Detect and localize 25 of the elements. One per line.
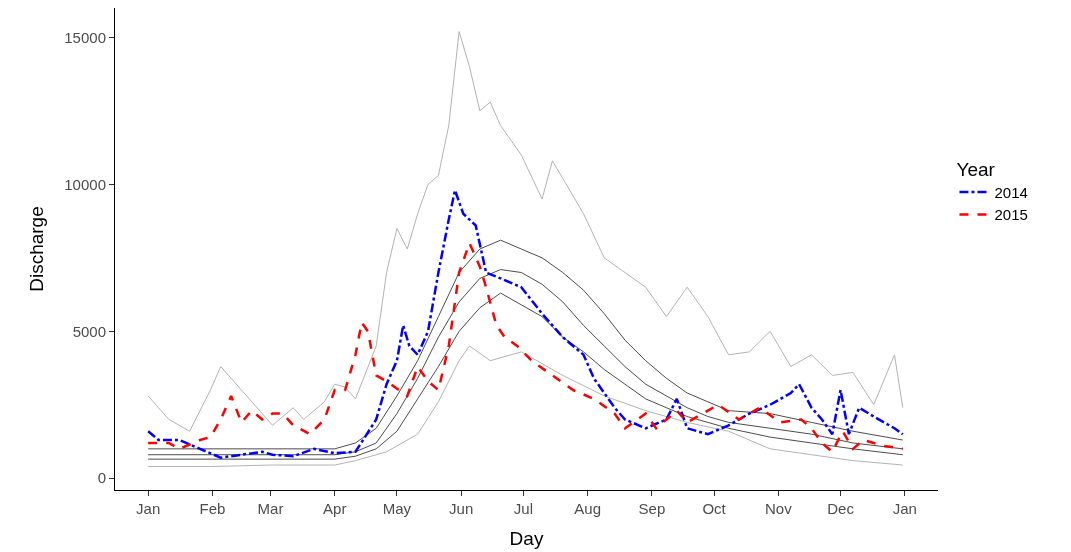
legend-title: Year [956, 158, 996, 180]
x-tick-label: Mar [257, 500, 284, 517]
x-tick-label: Feb [199, 500, 226, 517]
x-tick-label: Dec [827, 500, 855, 517]
y-tick-label: 15000 [64, 28, 106, 46]
x-tick-label: May [382, 500, 412, 517]
line-series [147, 31, 904, 432]
x-tick-label: Jun [449, 500, 474, 517]
x-tick-label: Oct [702, 500, 727, 517]
y-axis-title: Discharge [26, 206, 48, 292]
y-tick-label: 5000 [72, 322, 106, 340]
x-tick-label: Sep [638, 500, 666, 517]
x-tick-label: Jan [136, 500, 161, 517]
line-series [146, 188, 905, 459]
x-tick-label: Nov [765, 500, 793, 517]
line-series [147, 345, 904, 467]
x-tick-label: Apr [323, 500, 347, 517]
legend-label: 2014 [994, 183, 1028, 201]
x-axis-title: Day [509, 527, 544, 549]
y-tick-label: 10000 [64, 175, 106, 193]
legend-label: 2015 [994, 206, 1028, 224]
x-tick-label: Aug [574, 500, 601, 517]
x-tick-label: Jan [892, 500, 917, 517]
y-tick-label: 0 [97, 469, 106, 487]
x-tick-label: Jul [513, 500, 533, 517]
